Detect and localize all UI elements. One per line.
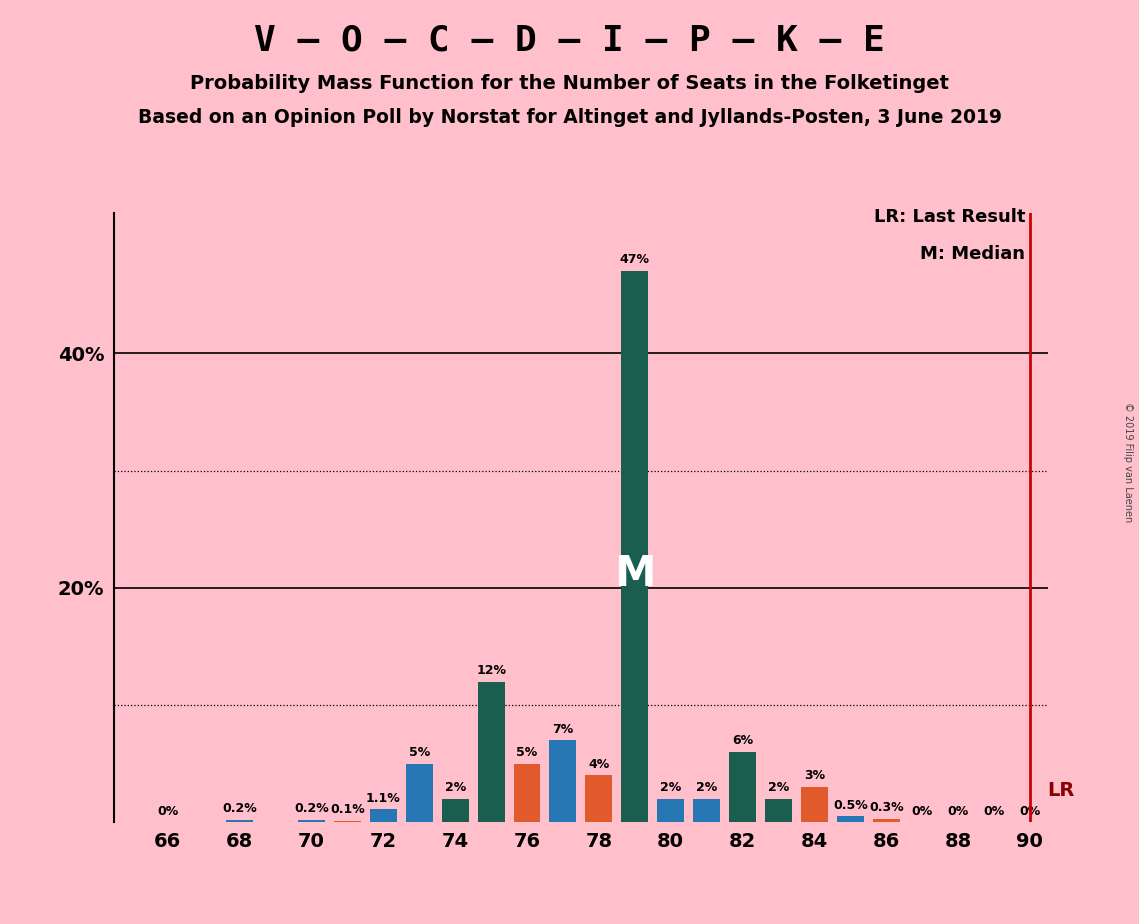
Text: 2%: 2% (444, 781, 466, 795)
Text: LR: LR (1047, 781, 1074, 799)
Bar (227, 820, 253, 822)
Bar (477, 682, 505, 822)
Text: 0.2%: 0.2% (222, 802, 257, 815)
Text: 6%: 6% (732, 735, 753, 748)
Text: M: M (614, 553, 656, 595)
Bar (370, 809, 396, 822)
Bar (334, 821, 361, 822)
Text: 0%: 0% (1019, 805, 1041, 818)
Text: 0.2%: 0.2% (294, 802, 329, 815)
Text: 7%: 7% (552, 723, 574, 736)
Bar (621, 271, 648, 822)
Text: 47%: 47% (620, 253, 649, 266)
Text: M: Median: M: Median (920, 245, 1025, 263)
Text: 0%: 0% (948, 805, 968, 818)
Text: 5%: 5% (409, 746, 429, 759)
Text: 4%: 4% (588, 758, 609, 771)
Bar (837, 817, 863, 822)
Text: 1.1%: 1.1% (366, 792, 401, 805)
Bar (549, 740, 576, 822)
Text: 0.3%: 0.3% (869, 801, 903, 814)
Bar (694, 799, 720, 822)
Bar (442, 799, 468, 822)
Text: Probability Mass Function for the Number of Seats in the Folketinget: Probability Mass Function for the Number… (190, 74, 949, 93)
Text: 0%: 0% (911, 805, 933, 818)
Text: 3%: 3% (804, 770, 825, 783)
Text: Based on an Opinion Poll by Norstat for Altinget and Jyllands-Posten, 3 June 201: Based on an Opinion Poll by Norstat for … (138, 108, 1001, 128)
Bar (514, 764, 541, 822)
Text: 2%: 2% (661, 781, 681, 795)
Text: 0.1%: 0.1% (330, 804, 364, 817)
Text: 12%: 12% (476, 664, 506, 677)
Text: © 2019 Filip van Laenen: © 2019 Filip van Laenen (1123, 402, 1133, 522)
Bar (872, 819, 900, 822)
Text: V – O – C – D – I – P – K – E: V – O – C – D – I – P – K – E (254, 23, 885, 57)
Bar (405, 764, 433, 822)
Text: 2%: 2% (768, 781, 789, 795)
Bar (585, 775, 613, 822)
Text: 0.5%: 0.5% (833, 799, 868, 812)
Bar (765, 799, 792, 822)
Bar (298, 820, 325, 822)
Text: 0%: 0% (157, 805, 179, 818)
Text: 5%: 5% (516, 746, 538, 759)
Bar (801, 787, 828, 822)
Text: 2%: 2% (696, 781, 718, 795)
Bar (657, 799, 685, 822)
Text: 0%: 0% (983, 805, 1005, 818)
Text: LR: Last Result: LR: Last Result (874, 208, 1025, 226)
Bar (729, 752, 756, 822)
